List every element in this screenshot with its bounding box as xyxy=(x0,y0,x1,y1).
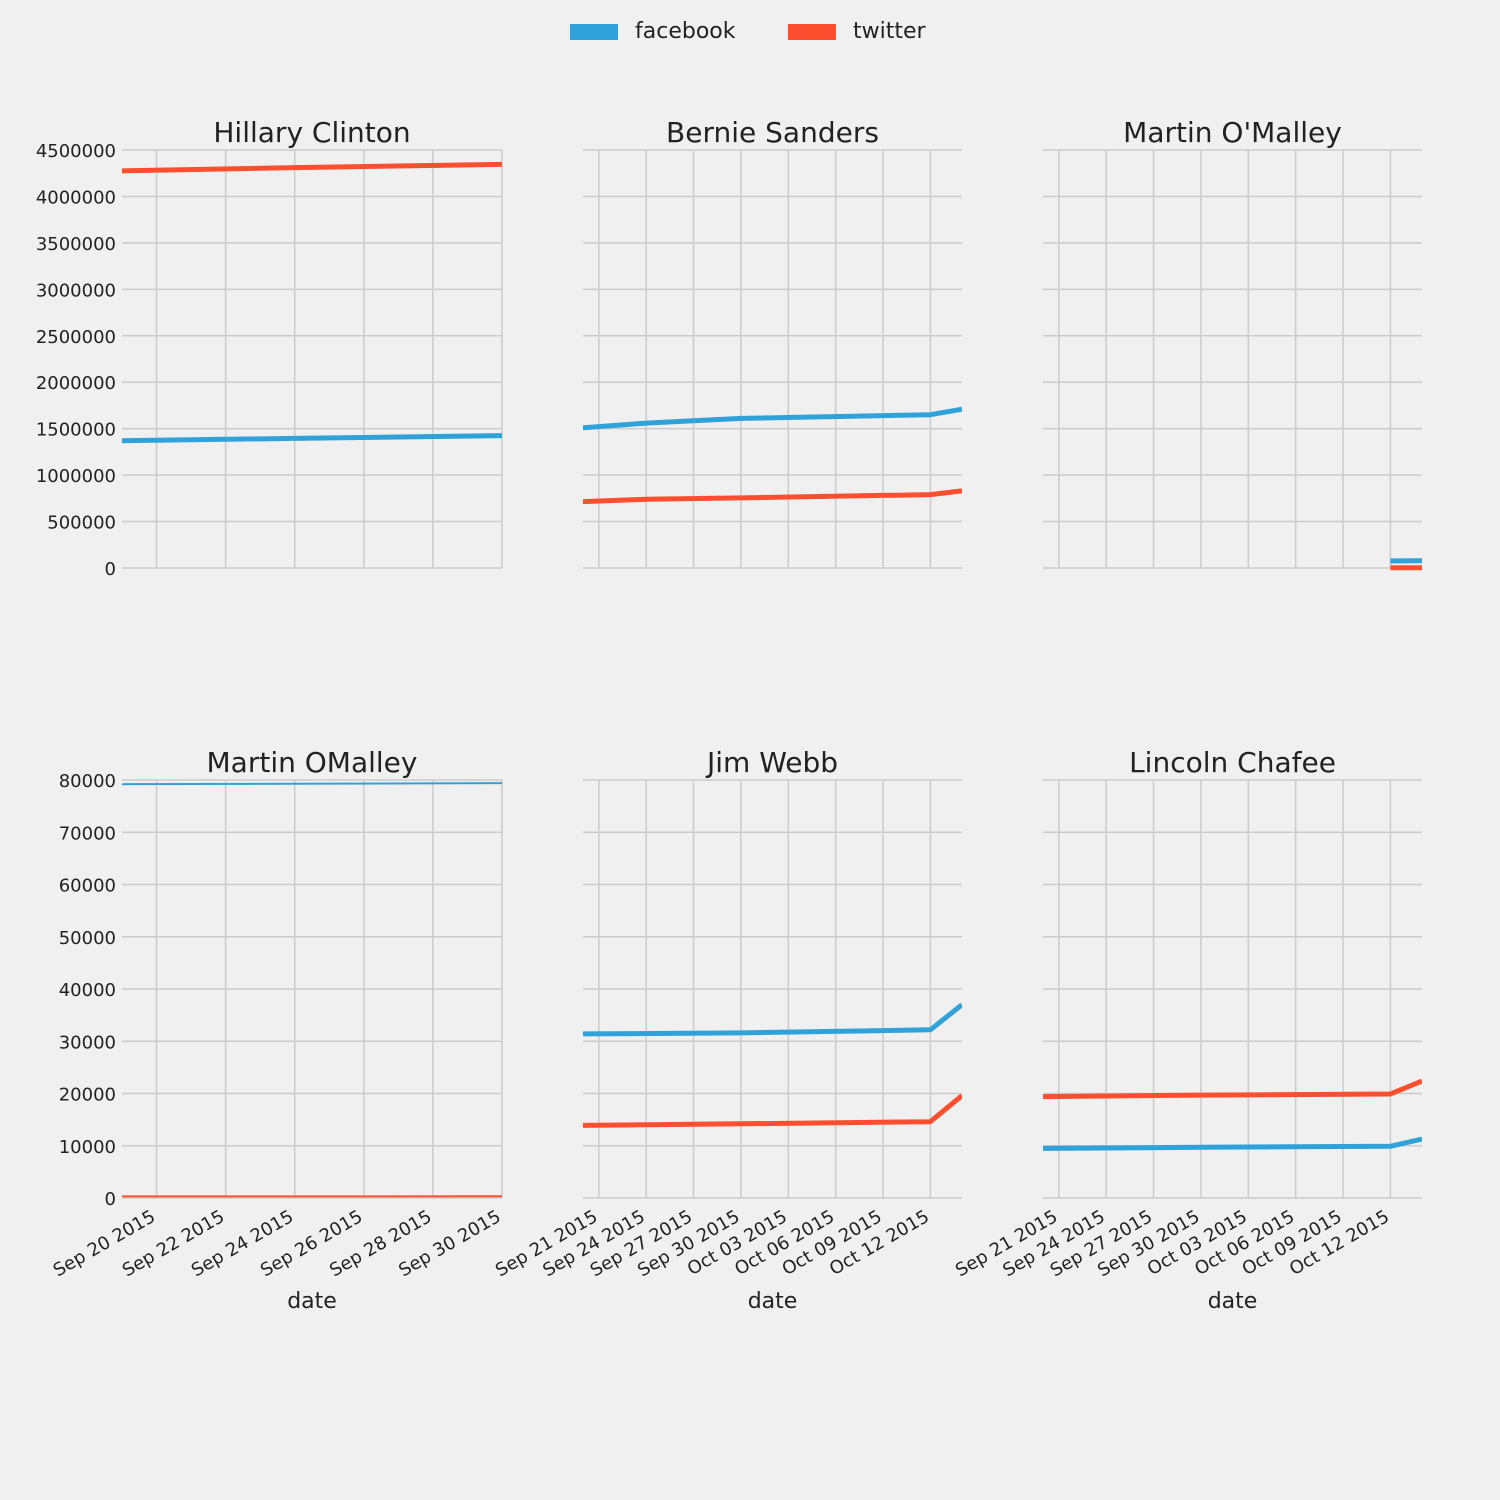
subplot-grid: Hillary Clinton0500000100000015000002000… xyxy=(36,116,1422,1314)
y-tick-label: 1500000 xyxy=(36,420,116,441)
series-group xyxy=(1043,1078,1422,1151)
series-line-twitter xyxy=(1043,1078,1422,1100)
series-group xyxy=(1390,558,1422,571)
series-group xyxy=(583,406,962,505)
y-tick-label: 3500000 xyxy=(36,234,116,255)
series-group xyxy=(122,161,502,444)
legend-swatch-twitter xyxy=(788,24,836,40)
y-tick-label: 30000 xyxy=(59,1032,116,1053)
y-tick-label: 0 xyxy=(105,559,116,580)
series-line-facebook xyxy=(1043,1136,1422,1151)
y-tick-label: 4500000 xyxy=(36,141,116,162)
legend-swatch-facebook xyxy=(570,24,618,40)
grid xyxy=(583,779,962,1199)
series-group xyxy=(122,782,502,1198)
series-line-facebook xyxy=(583,406,962,431)
y-tick-label: 0 xyxy=(105,1189,116,1210)
subplot-title: Martin OMalley xyxy=(207,746,418,779)
series-group xyxy=(583,1002,962,1128)
subplot-title: Martin O'Malley xyxy=(1123,116,1342,149)
y-tick-label: 20000 xyxy=(59,1085,116,1106)
y-tick-label: 40000 xyxy=(59,980,116,1001)
grid xyxy=(122,779,503,1199)
x-axis-label: date xyxy=(287,1289,337,1314)
subplot-4: Martin OMalley 0 10000 20000 30000 40000 50000… xyxy=(50,746,505,1314)
y-tick-label: 70000 xyxy=(59,823,116,844)
subplot-2: Bernie Sanders xyxy=(583,116,962,569)
grid xyxy=(122,149,503,569)
legend-label-facebook: facebook xyxy=(635,19,736,44)
grid xyxy=(583,149,962,569)
y-tick-label: 50000 xyxy=(59,928,116,949)
subplot-title: Lincoln Chafee xyxy=(1129,746,1336,779)
subplot-1: Hillary Clinton 0 500000 1000000 1500000 2000… xyxy=(36,116,503,580)
series-line-facebook xyxy=(122,782,502,786)
y-tick-label: 1000000 xyxy=(36,466,116,487)
x-axis-label: date xyxy=(1208,1289,1258,1314)
series-line-twitter xyxy=(583,1093,962,1128)
subplot-3: Martin O'Malley xyxy=(1043,116,1422,571)
grid xyxy=(1043,779,1422,1199)
subplot-title: Jim Webb xyxy=(705,746,838,779)
y-tick-label: 80000 xyxy=(59,771,116,792)
y-tick-label: 4000000 xyxy=(36,187,116,208)
y-tick-label: 2000000 xyxy=(36,373,116,394)
y-tick-label: 500000 xyxy=(47,513,116,534)
y-tick-label: 60000 xyxy=(59,876,116,897)
subplot-title: Bernie Sanders xyxy=(666,116,879,149)
series-line-facebook xyxy=(583,1002,962,1037)
series-line-facebook xyxy=(122,433,502,444)
series-line-twitter xyxy=(122,161,502,174)
y-tick-label: 3000000 xyxy=(36,280,116,301)
series-line-twitter xyxy=(583,488,962,505)
y-tick-label: 10000 xyxy=(59,1137,116,1158)
y-tick-label: 2500000 xyxy=(36,327,116,348)
x-axis-label: date xyxy=(748,1289,798,1314)
legend: facebook twitter xyxy=(570,19,927,44)
subplot-title: Hillary Clinton xyxy=(213,116,410,149)
grid xyxy=(1043,149,1422,569)
legend-label-twitter: twitter xyxy=(853,19,927,44)
